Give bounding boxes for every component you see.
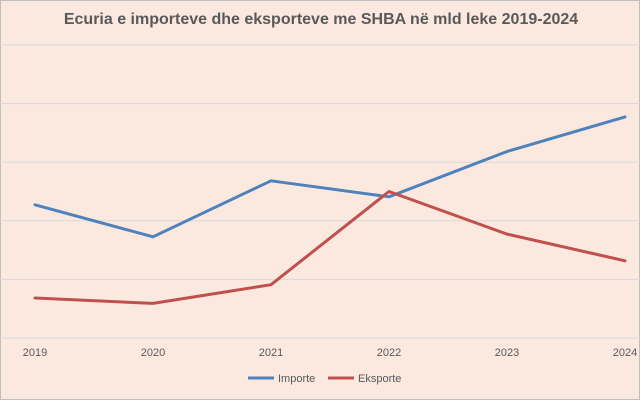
x-tick-label: 2020 [141,347,165,359]
legend-label-eksporte: Eksporte [358,373,401,385]
gridlines [0,44,640,339]
x-tick-label: 2022 [377,347,401,359]
series-lines [33,115,627,305]
chart-title: Ecuria e importeve dhe eksporteve me SHB… [63,11,579,28]
legend-label-importe: Importe [278,373,315,385]
x-tick-label: 2023 [495,347,519,359]
x-axis: 2019 2020 2021 2022 2023 2024 [23,347,637,359]
series-line-eksporte [33,190,627,305]
x-tick-label: 2021 [259,347,283,359]
legend: Importe Eksporte [248,373,401,385]
x-tick-label: 2019 [23,347,47,359]
series-line-importe [33,115,627,239]
x-tick-label: 2024 [613,347,637,359]
